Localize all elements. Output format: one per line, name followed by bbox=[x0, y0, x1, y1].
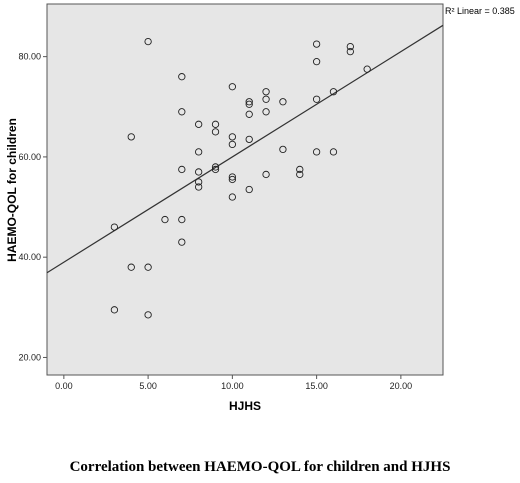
y-tick-label: 80.00 bbox=[18, 52, 41, 62]
data-point bbox=[296, 165, 304, 174]
data-point bbox=[363, 65, 371, 73]
data-point bbox=[228, 83, 237, 91]
data-point bbox=[178, 238, 186, 246]
data-point bbox=[178, 108, 186, 116]
data-point bbox=[178, 165, 186, 174]
data-point bbox=[144, 311, 152, 319]
data-point bbox=[211, 163, 220, 171]
data-point bbox=[245, 135, 253, 144]
data-point bbox=[262, 95, 270, 103]
y-tick-label: 20.00 bbox=[18, 352, 41, 362]
data-point bbox=[312, 40, 321, 48]
data-point bbox=[245, 100, 253, 108]
x-tick-label: 5.00 bbox=[139, 381, 157, 391]
data-point bbox=[195, 120, 203, 128]
data-point bbox=[228, 193, 237, 201]
data-point bbox=[211, 165, 220, 174]
data-point bbox=[195, 178, 203, 186]
y-axis-title: HAEMO-QOL for children bbox=[5, 118, 19, 262]
x-tick-label: 15.00 bbox=[305, 381, 328, 391]
data-point bbox=[211, 128, 220, 136]
data-point bbox=[228, 175, 237, 184]
data-point bbox=[110, 223, 119, 231]
data-point bbox=[262, 170, 270, 179]
data-point bbox=[228, 173, 237, 181]
data-point bbox=[178, 73, 186, 81]
y-tick-label: 60.00 bbox=[18, 152, 41, 162]
data-point bbox=[329, 148, 338, 156]
data-point bbox=[110, 306, 119, 314]
data-point bbox=[279, 145, 287, 154]
data-point bbox=[262, 108, 270, 116]
x-tick-label: 10.00 bbox=[221, 381, 244, 391]
data-point bbox=[245, 110, 253, 118]
data-point bbox=[127, 133, 135, 141]
data-point bbox=[228, 140, 237, 149]
x-axis-title: HJHS bbox=[229, 399, 261, 413]
data-point bbox=[296, 170, 304, 179]
data-point bbox=[329, 88, 338, 96]
x-tick-label: 0.00 bbox=[55, 381, 73, 391]
data-point bbox=[144, 37, 152, 46]
data-point bbox=[178, 215, 186, 224]
figure-caption: Correlation between HAEMO-QOL for childr… bbox=[69, 459, 451, 475]
data-point bbox=[245, 185, 253, 194]
data-point bbox=[228, 133, 237, 141]
plot-area bbox=[46, 3, 444, 376]
x-tick-label: 20.00 bbox=[390, 381, 413, 391]
fit-line-label: R² Linear = 0.385 bbox=[445, 6, 515, 16]
data-point bbox=[312, 58, 321, 66]
data-point bbox=[144, 263, 152, 271]
y-tick-label: 40.00 bbox=[18, 252, 41, 262]
data-point bbox=[211, 120, 220, 128]
data-point bbox=[195, 148, 203, 156]
data-point bbox=[312, 148, 321, 156]
data-point bbox=[195, 168, 203, 176]
data-point bbox=[127, 263, 135, 271]
data-point bbox=[279, 98, 287, 106]
data-point bbox=[262, 88, 270, 96]
data-point bbox=[161, 215, 169, 224]
data-point bbox=[346, 42, 354, 51]
data-point bbox=[346, 47, 354, 56]
regression-line bbox=[46, 24, 444, 274]
data-point bbox=[245, 98, 253, 106]
data-point bbox=[195, 183, 203, 191]
data-point bbox=[312, 95, 321, 103]
